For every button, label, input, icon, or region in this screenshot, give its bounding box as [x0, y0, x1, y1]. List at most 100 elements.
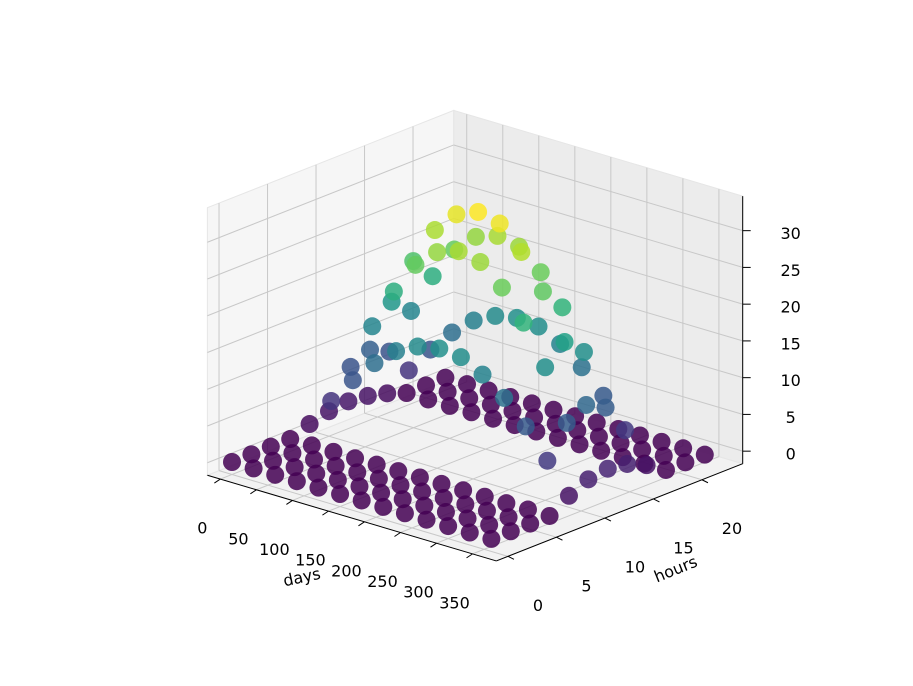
point — [339, 392, 358, 411]
point — [516, 417, 535, 436]
point — [352, 491, 371, 510]
point — [674, 439, 693, 458]
point — [395, 504, 414, 523]
point — [399, 361, 418, 380]
point — [577, 395, 596, 414]
point — [512, 242, 531, 261]
z-tick-label: 25 — [781, 261, 801, 280]
point — [548, 428, 567, 447]
point — [480, 515, 499, 534]
point — [475, 487, 494, 506]
grid-line — [207, 181, 454, 280]
point — [443, 323, 462, 342]
x-tick-label: 350 — [439, 593, 470, 612]
point — [447, 205, 466, 224]
point — [518, 500, 537, 519]
point — [307, 464, 326, 483]
point — [458, 509, 477, 528]
point — [402, 301, 421, 320]
y-tick — [701, 479, 709, 484]
point — [656, 460, 675, 479]
x-tick — [286, 500, 293, 505]
point — [358, 386, 377, 405]
point — [389, 462, 408, 481]
point — [391, 476, 410, 495]
point — [587, 413, 606, 432]
point — [456, 495, 475, 514]
x-tick-label: 200 — [331, 561, 362, 580]
x-tick-label: 300 — [403, 583, 434, 602]
point — [439, 517, 458, 536]
point — [341, 357, 360, 376]
point — [415, 496, 434, 515]
point — [309, 478, 328, 497]
point — [490, 214, 509, 233]
point — [326, 456, 345, 475]
point — [553, 298, 572, 317]
point — [555, 332, 574, 351]
point — [462, 403, 481, 422]
point — [372, 483, 391, 502]
point — [451, 348, 470, 367]
x-tick-label: 0 — [197, 519, 207, 538]
x-tick — [358, 521, 365, 527]
point — [477, 501, 496, 520]
point — [328, 470, 347, 489]
point — [529, 317, 548, 336]
point — [438, 382, 457, 401]
point — [285, 458, 304, 477]
point — [384, 282, 403, 301]
grid-line — [315, 431, 606, 519]
point — [618, 454, 637, 473]
point — [343, 371, 362, 390]
z-tick-label: 30 — [781, 224, 801, 243]
point — [592, 441, 611, 460]
x-tick — [430, 542, 437, 548]
point — [497, 494, 516, 513]
point — [436, 368, 455, 387]
point — [482, 529, 501, 548]
grid-line — [207, 218, 454, 317]
point — [302, 436, 321, 455]
point — [346, 449, 365, 468]
point — [654, 446, 673, 465]
point — [440, 396, 459, 415]
point — [589, 427, 608, 446]
y-tick-label: 10 — [625, 558, 645, 577]
point — [378, 384, 397, 403]
point — [417, 510, 436, 529]
point — [522, 394, 541, 413]
point — [300, 415, 319, 434]
x-tick-label: 250 — [367, 572, 398, 591]
point — [495, 388, 514, 407]
point — [492, 278, 511, 297]
grid-line — [453, 254, 743, 342]
grid-line — [218, 470, 509, 557]
point — [473, 365, 492, 384]
point — [408, 337, 427, 356]
point — [572, 358, 591, 377]
point — [305, 450, 324, 469]
point — [350, 477, 369, 496]
point — [428, 243, 447, 262]
point — [374, 497, 393, 516]
grid-line — [453, 181, 743, 268]
point — [331, 485, 350, 504]
point — [281, 430, 300, 449]
point — [460, 523, 479, 542]
point — [479, 381, 498, 400]
point — [434, 488, 453, 507]
point — [596, 398, 615, 417]
point — [540, 506, 559, 525]
point — [417, 376, 435, 395]
point — [499, 508, 518, 527]
point — [419, 390, 438, 409]
point — [503, 402, 522, 421]
z-tick-label: 15 — [781, 334, 801, 353]
grid-line — [453, 144, 743, 232]
point — [397, 384, 416, 403]
point — [449, 242, 468, 261]
point — [514, 313, 533, 332]
point — [430, 339, 449, 358]
